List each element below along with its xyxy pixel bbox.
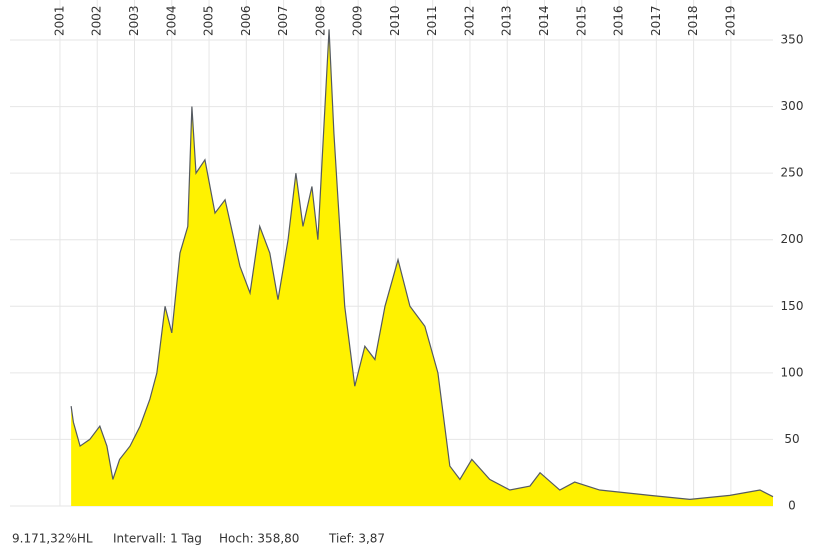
x-tick-label: 2003 <box>127 5 141 36</box>
x-tick-label: 2008 <box>313 5 327 36</box>
y-tick-label: 300 <box>781 99 804 113</box>
x-tick-label: 2015 <box>574 5 588 36</box>
x-tick-label: 2013 <box>500 5 514 36</box>
x-tick-label: 2014 <box>537 5 551 36</box>
x-tick-label: 2011 <box>425 5 439 36</box>
y-tick-label: 100 <box>781 365 804 379</box>
footer-text: Intervall: 1 Tag <box>113 532 202 546</box>
y-tick-label: 0 <box>788 499 796 513</box>
x-tick-label: 2006 <box>239 5 253 36</box>
footer-text: Tief: 3,87 <box>328 532 385 546</box>
y-tick-label: 150 <box>781 299 804 313</box>
footer-text: 9.171,32%HL <box>12 532 93 546</box>
y-tick-label: 350 <box>781 33 804 47</box>
y-tick-label: 200 <box>781 232 804 246</box>
y-tick-label: 50 <box>784 432 799 446</box>
x-tick-label: 2005 <box>202 5 216 36</box>
x-tick-label: 2018 <box>686 5 700 36</box>
x-tick-label: 2007 <box>276 5 290 36</box>
x-tick-label: 2002 <box>90 5 104 36</box>
y-tick-label: 250 <box>781 166 804 180</box>
footer-text: Hoch: 358,80 <box>219 532 299 546</box>
line <box>70 29 774 500</box>
x-tick-label: 2012 <box>462 5 476 36</box>
x-tick-label: 2009 <box>351 5 365 36</box>
x-tick-label: 2001 <box>52 5 66 36</box>
x-tick-label: 2017 <box>649 5 663 36</box>
x-tick-label: 2016 <box>612 5 626 36</box>
x-tick-label: 2004 <box>164 5 178 36</box>
x-tick-label: 2019 <box>723 5 737 36</box>
x-tick-label: 2010 <box>388 5 402 36</box>
area <box>71 29 773 506</box>
